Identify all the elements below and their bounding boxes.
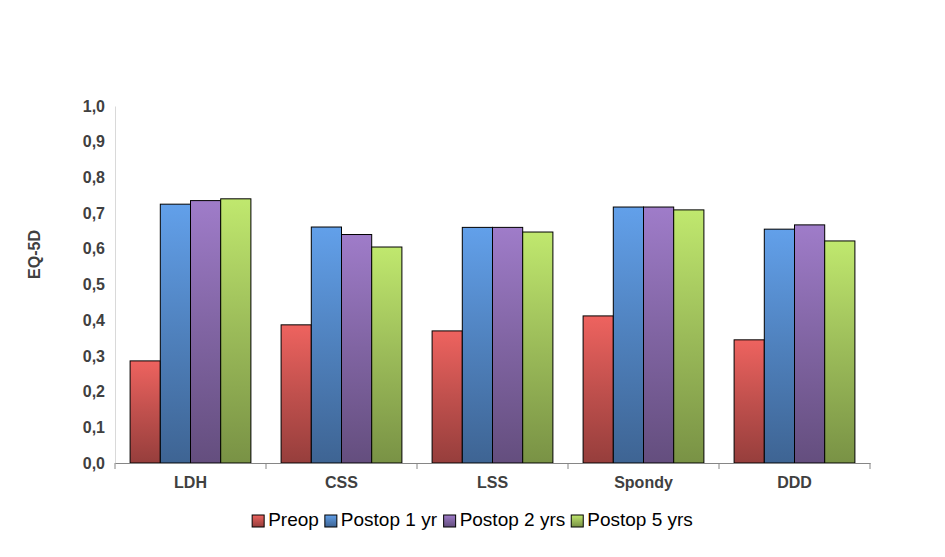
bar [342, 235, 372, 463]
category-dividers [115, 463, 870, 469]
x-tick-label: LDH [174, 474, 207, 491]
y-axis-title: EQ-5D [26, 230, 43, 279]
legend-item: Postop 1 yr [325, 509, 438, 530]
bar [825, 241, 855, 463]
category-divider [568, 463, 569, 469]
bar [281, 325, 311, 463]
legend-swatch [325, 515, 337, 527]
x-tick: LSS [477, 463, 508, 491]
bar [462, 227, 492, 463]
x-tick: Spondy [614, 463, 673, 491]
category-divider [266, 463, 267, 469]
x-tick-label: CSS [325, 474, 358, 491]
y-tick-label: 0,4 [83, 312, 105, 329]
bar [613, 207, 643, 463]
legend-label: Postop 5 yrs [587, 509, 693, 530]
category-divider [870, 463, 871, 469]
series [191, 201, 825, 463]
y-tick-label: 0,2 [83, 383, 105, 400]
bar [432, 331, 462, 463]
bar [674, 210, 704, 463]
y-tick-label: 0,8 [83, 169, 105, 186]
x-tick-label: Spondy [614, 474, 673, 491]
bar [734, 340, 764, 463]
legend-item: Postop 5 yrs [571, 509, 693, 530]
bar [583, 316, 613, 463]
series [221, 199, 855, 463]
bar [523, 232, 553, 463]
category-divider [417, 463, 418, 469]
bar [221, 199, 251, 463]
y-tick-label: 0,1 [83, 419, 105, 436]
y-tick: 0,0 [83, 455, 115, 472]
legend-item: Postop 2 yrs [444, 509, 566, 530]
y-tick: 0,3 [83, 348, 115, 365]
y-tick-label: 0,3 [83, 348, 105, 365]
y-tick-label: 0,5 [83, 276, 105, 293]
legend: Preop Postop 1 yr Postop 2 yrs Postop 5 yrs [252, 509, 693, 530]
y-tick: 0,2 [83, 383, 115, 400]
category-divider [115, 463, 116, 469]
y-tick: 0,5 [83, 276, 115, 293]
y-tick: 0,9 [83, 133, 115, 150]
bar [764, 229, 794, 463]
x-tick: CSS [325, 463, 358, 491]
x-tick: LDH [174, 463, 207, 491]
x-tick-label: LSS [477, 474, 508, 491]
y-tick-label: 0,9 [83, 133, 105, 150]
y-tick: 0,7 [83, 205, 115, 222]
legend-swatch [571, 515, 583, 527]
y-tick-label: 0,6 [83, 240, 105, 257]
y-tick-label: 0,7 [83, 205, 105, 222]
y-tick: 0,1 [83, 419, 115, 436]
bar [493, 227, 523, 463]
bar [160, 204, 190, 463]
y-tick-label: 0,0 [83, 455, 105, 472]
y-axis-line [115, 107, 116, 464]
x-axis: LDH CSS LSS Spondy DDD [116, 463, 871, 491]
x-tick-label: DDD [777, 474, 812, 491]
y-axis: 0,0 0,1 0,2 0,3 0,4 0,5 0,6 0,7 0,8 0,9 1,0 [83, 98, 116, 472]
legend-label: Postop 2 yrs [460, 509, 566, 530]
y-tick-label: 1,0 [83, 98, 105, 115]
y-tick: 0,8 [83, 169, 115, 186]
bar [311, 227, 341, 463]
legend-label: Postop 1 yr [341, 509, 438, 530]
bars [130, 199, 855, 463]
legend-swatch [444, 515, 456, 527]
category-divider [719, 463, 720, 469]
y-tick: 0,6 [83, 240, 115, 257]
bar [372, 247, 402, 463]
bar [130, 361, 160, 463]
bar [644, 207, 674, 463]
y-tick: 1,0 [83, 98, 115, 115]
bar [795, 225, 825, 463]
x-axis-line [116, 463, 871, 464]
legend-item: Preop [252, 509, 319, 530]
series [160, 204, 794, 463]
x-tick: DDD [777, 463, 812, 491]
legend-label: Preop [268, 509, 319, 530]
y-tick: 0,4 [83, 312, 115, 329]
bar [191, 201, 221, 463]
chart: 0,00,10,20,30,40,50,60,70,80,91,0LDHCSSL… [0, 0, 945, 557]
legend-swatch [252, 515, 264, 527]
